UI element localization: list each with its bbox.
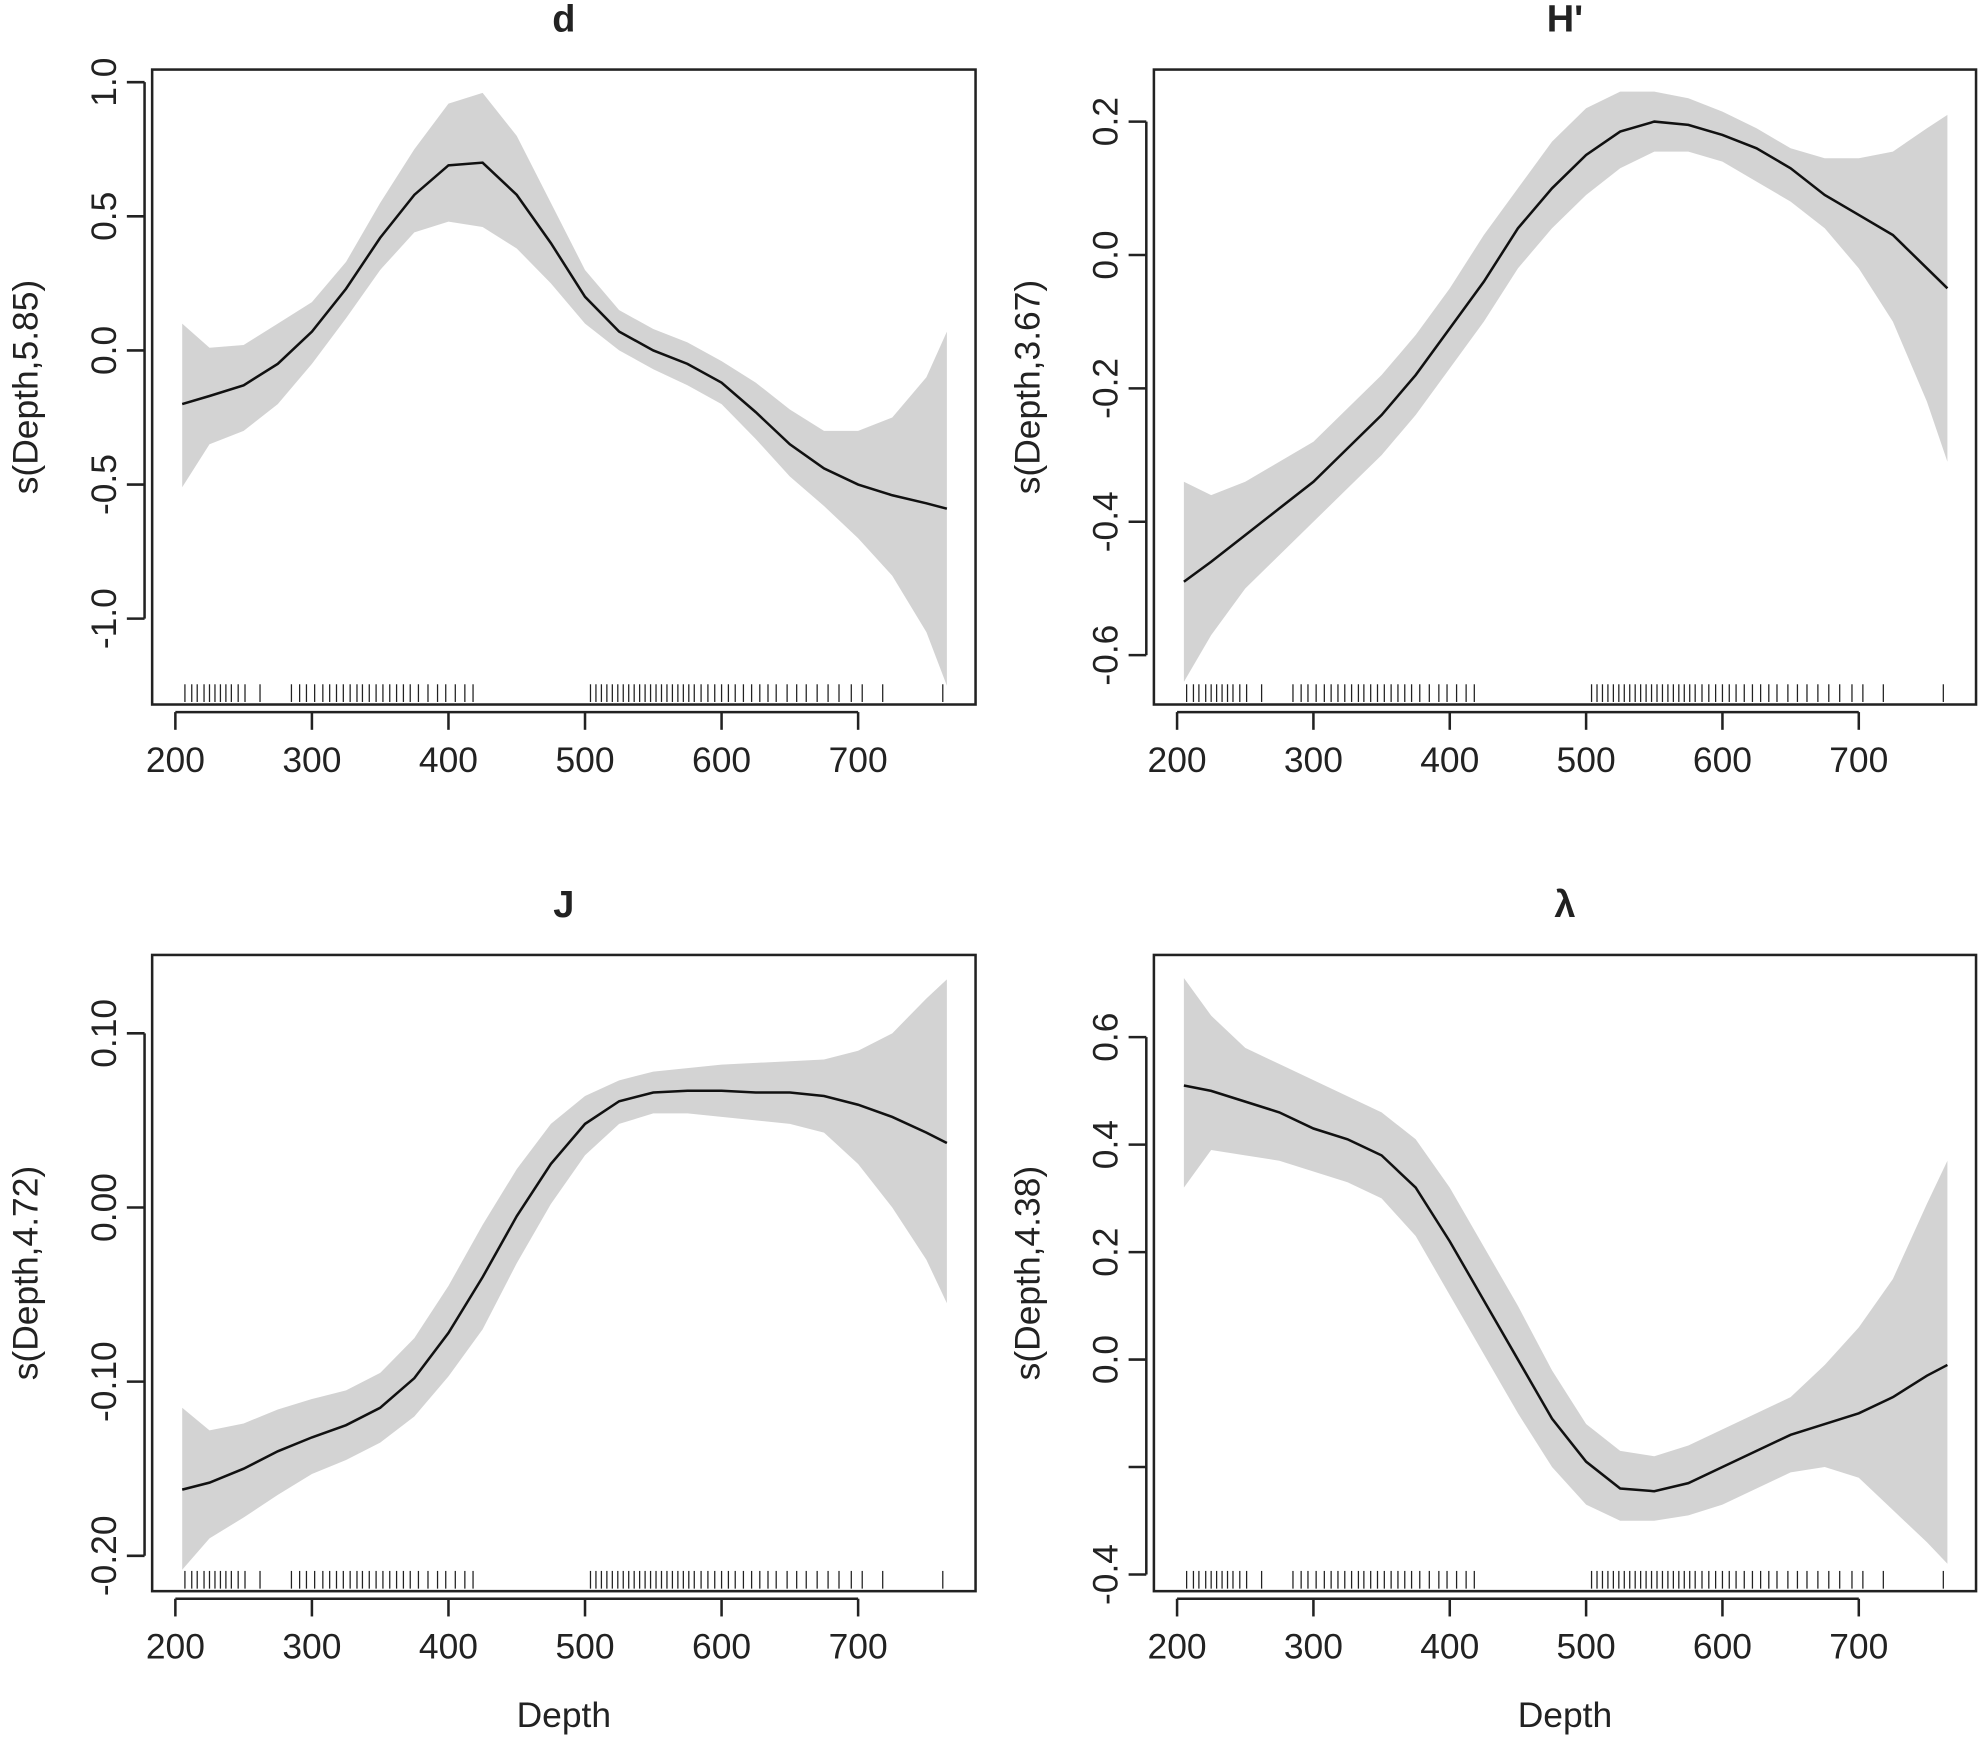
x-tick-label: 600: [692, 1627, 751, 1667]
x-tick-label: 300: [282, 740, 341, 780]
y-tick-label: -0.4: [1086, 491, 1126, 552]
x-tick-label: 200: [1148, 1627, 1207, 1667]
plot-frame: [150, 953, 977, 1593]
fit-line: [1183, 1084, 1948, 1493]
fit-line: [181, 1089, 948, 1491]
y-tick-label: 0.4: [1086, 1120, 1126, 1169]
x-tick-label: 600: [1693, 1627, 1752, 1667]
y-tick-label: 0.5: [84, 192, 124, 241]
x-tick-label: 700: [829, 740, 888, 780]
x-tick-label: 500: [555, 1627, 614, 1667]
x-axis-label: Depth: [517, 1695, 611, 1735]
y-tick-label: -0.2: [1086, 358, 1126, 419]
y-tick-label: 0.10: [84, 999, 124, 1068]
x-tick-label: 500: [1557, 740, 1616, 780]
y-axis-label: s(Depth,4.72): [6, 1166, 46, 1381]
plot-frame: [150, 68, 977, 706]
y-tick-label: -0.20: [84, 1515, 124, 1596]
y-tick-label: 0.0: [84, 326, 124, 375]
x-tick-label: 700: [1829, 1627, 1888, 1667]
y-tick-label: -1.0: [84, 588, 124, 649]
y-tick-label: 1.0: [84, 58, 124, 107]
x-tick-label: 700: [829, 1627, 888, 1667]
panel-title: H': [1547, 0, 1583, 41]
panel-title: d: [552, 0, 575, 41]
x-tick-label: 700: [1829, 740, 1888, 780]
x-tick-label: 500: [555, 740, 614, 780]
y-tick-label: -0.10: [84, 1341, 124, 1422]
y-axis-label: s(Depth,5.85): [6, 280, 46, 495]
y-tick-label: -0.4: [1086, 1544, 1126, 1605]
confidence-band: [1183, 91, 1948, 682]
plot-frame: [1152, 68, 1978, 706]
fit-line: [1183, 120, 1949, 583]
y-tick-label: -0.6: [1086, 625, 1126, 686]
x-tick-label: 200: [146, 1627, 205, 1667]
y-tick-label: 0.0: [1086, 1335, 1126, 1384]
x-axis-label: Depth: [1518, 1695, 1612, 1735]
x-tick-label: 500: [1557, 1627, 1616, 1667]
y-tick-label: 0.00: [84, 1173, 124, 1242]
x-tick-label: 400: [1420, 1627, 1479, 1667]
x-tick-label: 300: [1284, 740, 1343, 780]
confidence-band: [1183, 978, 1948, 1564]
x-tick-label: 600: [1693, 740, 1752, 780]
x-tick-label: 200: [1148, 740, 1207, 780]
y-tick-label: 0.2: [1086, 1227, 1126, 1276]
y-tick-label: 0.2: [1086, 97, 1126, 146]
x-tick-label: 600: [692, 740, 751, 780]
panel-title: λ: [1554, 884, 1575, 926]
confidence-band: [182, 979, 947, 1570]
x-tick-label: 400: [419, 740, 478, 780]
plot-frame: [1152, 953, 1978, 1593]
fit-line: [181, 161, 948, 510]
y-tick-label: 0.0: [1086, 230, 1126, 279]
x-tick-label: 400: [419, 1627, 478, 1667]
x-tick-label: 200: [146, 740, 205, 780]
y-axis-label: s(Depth,3.67): [1007, 280, 1047, 495]
x-tick-label: 300: [282, 1627, 341, 1667]
y-axis-label: s(Depth,4.38): [1007, 1166, 1047, 1381]
x-tick-label: 300: [1284, 1627, 1343, 1667]
y-tick-label: 0.6: [1086, 1013, 1126, 1062]
confidence-band: [182, 92, 947, 686]
x-tick-label: 400: [1420, 740, 1479, 780]
y-tick-label: -0.5: [84, 454, 124, 515]
panel-title: J: [553, 884, 574, 926]
